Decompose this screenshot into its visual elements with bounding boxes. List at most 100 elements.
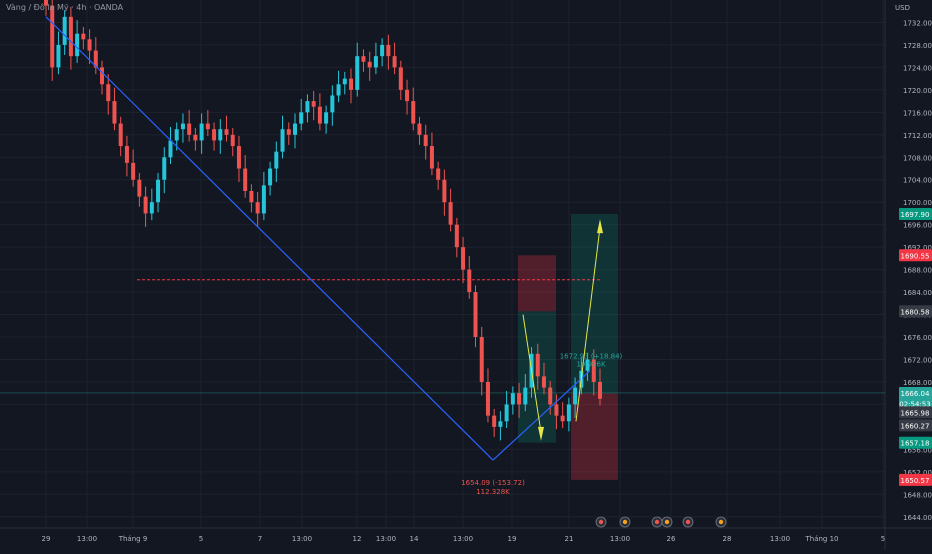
downtrend-line bbox=[45, 16, 494, 461]
candle-body bbox=[398, 67, 403, 90]
long-stop-zone bbox=[571, 393, 618, 480]
time-tick-label: 14 bbox=[410, 535, 419, 543]
candle-body bbox=[405, 89, 410, 102]
price-tag-box bbox=[899, 305, 932, 318]
price-tag-box bbox=[899, 249, 932, 262]
price-tag-label: 1657.18 bbox=[901, 440, 930, 448]
price-tick-label: 1700.00 bbox=[903, 199, 932, 207]
candle-body bbox=[174, 129, 179, 141]
low-volume-annotation: 112.328K bbox=[476, 488, 510, 496]
candle-body bbox=[523, 387, 528, 405]
candle-body bbox=[292, 123, 297, 135]
price-tag-box bbox=[899, 473, 932, 486]
candle-body bbox=[311, 101, 316, 107]
time-tick-label: 19 bbox=[508, 535, 517, 543]
price-tick-label: 1676.00 bbox=[903, 334, 932, 342]
short-profit-zone bbox=[518, 311, 556, 443]
time-tick-label: 21 bbox=[565, 535, 574, 543]
price-tick-label: 1652.00 bbox=[903, 469, 932, 477]
candle-body bbox=[75, 33, 80, 57]
candle-body bbox=[485, 381, 490, 416]
price-tick-label: 1656.00 bbox=[903, 446, 932, 454]
symbol-header[interactable]: Vàng / Đô la Mỹ · 4h · OANDA bbox=[6, 3, 124, 12]
candle-body bbox=[349, 78, 354, 90]
price-tick-label: 1720.00 bbox=[903, 87, 932, 95]
arrow-head-down-icon bbox=[538, 426, 544, 441]
price-tag-box bbox=[899, 406, 932, 419]
candle-body bbox=[479, 337, 484, 382]
time-tick-label: 5 bbox=[881, 535, 885, 543]
price-tick-label: 1728.00 bbox=[903, 42, 932, 50]
candle-body bbox=[212, 129, 217, 141]
candle-body bbox=[461, 247, 466, 270]
uptrend-line bbox=[492, 370, 591, 461]
price-unit-label: USD bbox=[895, 4, 910, 12]
candle-body bbox=[124, 146, 129, 163]
candle-body bbox=[180, 123, 185, 130]
candle-body bbox=[423, 134, 428, 147]
price-tick-label: 1724.00 bbox=[903, 64, 932, 72]
candle-body bbox=[56, 44, 61, 68]
candle-body bbox=[268, 168, 273, 186]
candle-body bbox=[218, 129, 223, 141]
candle-body bbox=[118, 123, 123, 147]
price-tick-label: 1716.00 bbox=[903, 109, 932, 117]
candle-body bbox=[50, 5, 55, 68]
price-tick-label: 1648.00 bbox=[903, 491, 932, 499]
candle-body bbox=[373, 56, 378, 68]
event-flag-dot-icon bbox=[654, 519, 660, 525]
candle-body bbox=[336, 84, 341, 96]
time-tick-label: Tháng 9 bbox=[118, 535, 148, 543]
measure-volume-annotation: 10.996K bbox=[576, 360, 605, 368]
event-flag-dot-icon bbox=[598, 519, 604, 525]
candle-body bbox=[355, 56, 360, 90]
candle-body bbox=[156, 179, 161, 203]
candle-body bbox=[330, 95, 335, 113]
time-tick-label: Tháng 10 bbox=[804, 535, 838, 543]
candle-body bbox=[286, 129, 291, 135]
candle-body bbox=[467, 269, 472, 293]
price-tag-box bbox=[899, 386, 932, 399]
candle-body bbox=[236, 146, 241, 169]
price-tag-box bbox=[899, 208, 932, 221]
candle-body bbox=[81, 33, 86, 40]
event-flag-dot-icon bbox=[685, 519, 691, 525]
price-tick-label: 1668.00 bbox=[903, 379, 932, 387]
candle-body bbox=[255, 202, 260, 214]
time-tick-label: 26 bbox=[667, 535, 676, 543]
time-tick-label: 13:00 bbox=[292, 535, 312, 543]
measure-price-annotation: 1672.93 (+18.84) bbox=[560, 352, 623, 360]
event-flag-dot-icon bbox=[622, 519, 628, 525]
candle-body bbox=[392, 56, 397, 68]
time-tick-label: 28 bbox=[723, 535, 732, 543]
price-tag-label: 02:54:53 bbox=[899, 400, 930, 408]
price-tag-box bbox=[899, 436, 932, 449]
candle-body bbox=[324, 112, 329, 124]
time-tick-label: 13:00 bbox=[610, 535, 630, 543]
candle-body bbox=[243, 168, 248, 191]
projection-arrow-up bbox=[575, 227, 601, 422]
low-price-annotation: 1654.09 (-153.72) bbox=[461, 479, 525, 487]
time-tick-label: 12 bbox=[353, 535, 362, 543]
candle-body bbox=[417, 123, 422, 135]
candle-body bbox=[305, 101, 310, 113]
candle-body bbox=[261, 185, 266, 214]
price-tick-label: 1704.00 bbox=[903, 177, 932, 185]
candle-body bbox=[386, 44, 391, 57]
price-tick-label: 1708.00 bbox=[903, 154, 932, 162]
candle-body bbox=[224, 129, 229, 135]
candle-body bbox=[44, 0, 48, 6]
price-tick-label: 1688.00 bbox=[903, 267, 932, 275]
candle-body bbox=[230, 134, 235, 147]
short-stop-zone bbox=[518, 255, 556, 312]
candle-body bbox=[510, 393, 515, 405]
price-tag-label: 1665.98 bbox=[901, 409, 930, 417]
candle-body bbox=[93, 50, 98, 68]
candle-body bbox=[342, 78, 347, 85]
time-tick-label: 13:00 bbox=[453, 535, 473, 543]
price-tick-label: 1692.00 bbox=[903, 244, 932, 252]
time-tick-label: 13:00 bbox=[376, 535, 396, 543]
candle-body bbox=[448, 202, 453, 225]
